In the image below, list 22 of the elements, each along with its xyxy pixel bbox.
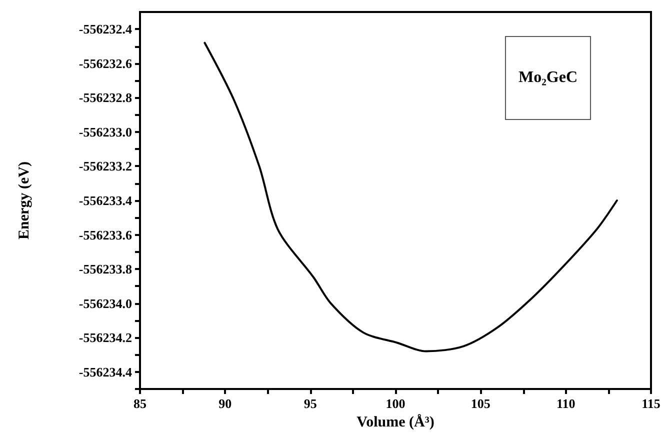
y-tick-label: -556233.2 [78, 158, 132, 174]
x-tick-label: 90 [218, 396, 232, 411]
y-tick-label: -556234.2 [78, 330, 132, 346]
y-tick-label: -556234.4 [78, 364, 132, 380]
label-box: Mo₂GeC [505, 36, 591, 120]
y-tick-label: -556234.0 [78, 296, 132, 311]
y-tick-label: -556232.6 [78, 56, 132, 71]
y-tick-label: -556232.8 [78, 90, 132, 106]
y-tick-label: -556233.0 [78, 124, 132, 140]
y-axis-title: Energy (eV) [16, 162, 32, 240]
line-series [204, 42, 618, 352]
y-tick-label: -556233.8 [78, 262, 132, 277]
y-tick-label: -556233.4 [78, 193, 132, 208]
x-tick-label: 95 [304, 396, 318, 411]
x-tick-label: 100 [386, 396, 406, 411]
x-tick-label: 85 [134, 396, 147, 411]
y-tick-label: -556233.6 [78, 227, 132, 242]
y-tick-label: -556232.4 [78, 22, 132, 37]
x-axis-title: Volume (Å³) [356, 414, 434, 430]
x-tick-label: 110 [556, 396, 576, 411]
x-tick-label: 105 [470, 396, 491, 411]
x-tick-label: 115 [642, 396, 661, 411]
